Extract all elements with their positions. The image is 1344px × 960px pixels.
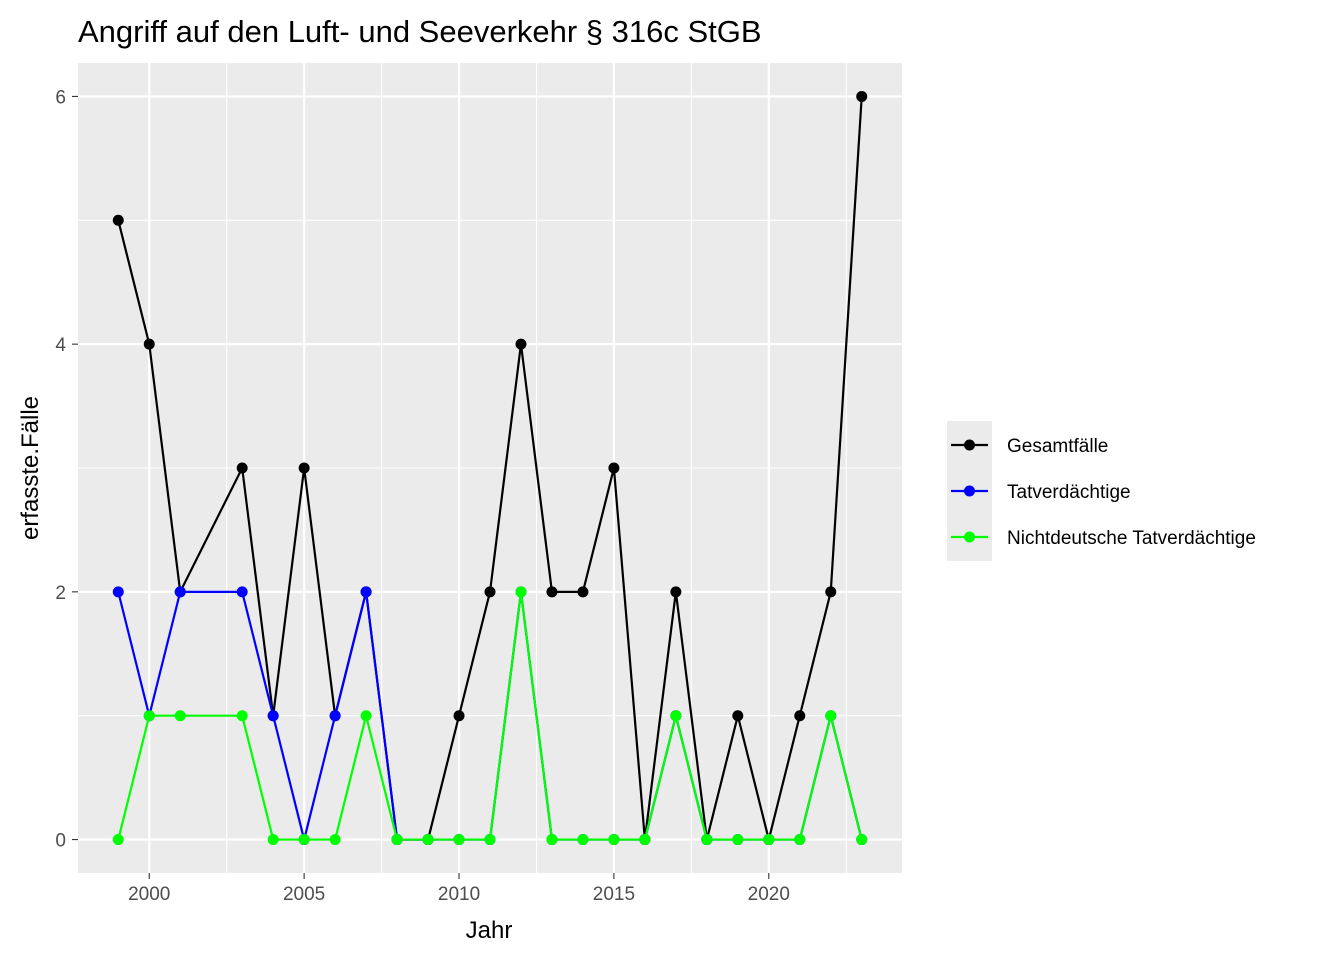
data-point [577, 834, 589, 846]
data-point [236, 462, 248, 474]
legend-item: Nichtdeutsche Tatverdächtige [951, 528, 1256, 549]
data-point [298, 834, 310, 846]
x-tick-label: 2005 [283, 884, 325, 905]
data-point [794, 710, 806, 722]
series-line [117, 96, 863, 841]
data-point [484, 834, 496, 846]
x-tick-label: 2010 [438, 884, 480, 905]
legend-key-point [964, 485, 975, 497]
data-point [794, 834, 806, 846]
data-point [298, 462, 310, 474]
data-point [267, 834, 279, 846]
x-axis-title: Jahr [466, 917, 513, 944]
data-point [856, 90, 868, 102]
data-point [546, 834, 558, 846]
data-point [670, 586, 682, 598]
data-point [608, 462, 620, 474]
data-point [453, 834, 465, 846]
legend-item: Tatverdächtige [951, 482, 1131, 503]
data-point [360, 710, 372, 722]
data-point [329, 834, 341, 846]
y-tick-label: 0 [55, 831, 66, 852]
data-point [174, 586, 186, 598]
data-point [608, 834, 620, 846]
data-point [515, 586, 527, 598]
series-layer [112, 90, 868, 846]
data-point [236, 586, 248, 598]
series-3 [112, 586, 868, 846]
data-point [670, 710, 682, 722]
legend-label: Tatverdächtige [1007, 482, 1131, 503]
x-tick-label: 2000 [128, 884, 170, 905]
data-point [732, 710, 744, 722]
data-point [236, 710, 248, 722]
data-point [112, 214, 124, 226]
data-point [639, 834, 651, 846]
data-point [484, 586, 496, 598]
x-tick-label: 2020 [748, 884, 790, 905]
data-point [422, 834, 434, 846]
data-point [825, 710, 837, 722]
legend-key-point [964, 531, 975, 543]
data-point [763, 834, 775, 846]
data-point [391, 834, 403, 846]
data-point [546, 586, 558, 598]
data-point [701, 834, 713, 846]
data-point [825, 586, 837, 598]
y-tick-label: 2 [55, 583, 66, 604]
legend-key-point [964, 439, 975, 451]
y-tick-label: 6 [55, 87, 66, 108]
data-point [453, 710, 465, 722]
y-tick-label: 4 [55, 335, 66, 356]
legend-label: Nichtdeutsche Tatverdächtige [1007, 528, 1256, 549]
y-axis-title: erfasste.Fälle [17, 396, 44, 540]
chart-title: Angriff auf den Luft- und Seeverkehr § 3… [78, 14, 762, 49]
data-point [329, 710, 341, 722]
data-point [732, 834, 744, 846]
data-point [112, 586, 124, 598]
data-point [143, 338, 155, 350]
x-tick-label: 2015 [593, 884, 635, 905]
data-point [112, 834, 124, 846]
legend: Gesamtfälle Tatverdächtige Nichtdeutsche T… [947, 421, 1256, 561]
axes: 2000 2005 2010 2015 2020 0 2 4 6 [55, 87, 790, 905]
legend-label: Gesamtfälle [1007, 436, 1108, 457]
data-point [577, 586, 589, 598]
data-point [515, 338, 527, 350]
data-point [267, 710, 279, 722]
data-point [856, 834, 868, 846]
data-point [143, 710, 155, 722]
data-point [174, 710, 186, 722]
legend-item: Gesamtfälle [951, 436, 1108, 457]
data-point [360, 586, 372, 598]
